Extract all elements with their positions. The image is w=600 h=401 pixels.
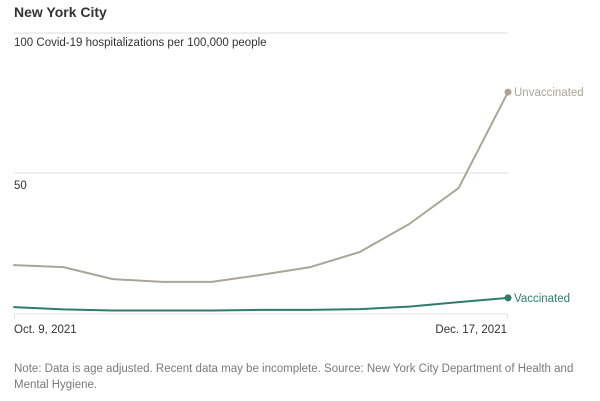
point-unvaccinated-10 [504, 88, 512, 96]
series-end-dots [504, 88, 512, 302]
series-lines [13, 91, 509, 312]
line-unvaccinated [13, 91, 509, 283]
x-tick-label-end: Dec. 17, 2021 [435, 324, 507, 336]
line-vaccinated [13, 296, 509, 312]
series-label-vaccinated: Vaccinated [514, 293, 570, 305]
gridlines [14, 32, 508, 174]
y-tick-label-50: 50 [14, 180, 27, 192]
y-tick-labels: 50 [14, 180, 27, 192]
chart-note: Note: Data is age adjusted. Recent data … [14, 363, 574, 391]
x-tick-label-start: Oct. 9, 2021 [14, 324, 77, 336]
y-tick-label-100: 100 [14, 37, 34, 49]
y-axis-title-row: 100 Covid-19 hospitalizations per 100,00… [14, 37, 267, 49]
series-labels: Unvaccinated Vaccinated [514, 87, 584, 305]
series-label-unvaccinated: Unvaccinated [514, 87, 584, 99]
y-axis-label: Covid-19 hospitalizations per 100,000 pe… [36, 37, 267, 49]
x-axis: Oct. 9, 2021 Dec. 17, 2021 [14, 313, 508, 336]
chart-title: New York City [14, 4, 107, 20]
point-vaccinated-10 [504, 294, 512, 302]
